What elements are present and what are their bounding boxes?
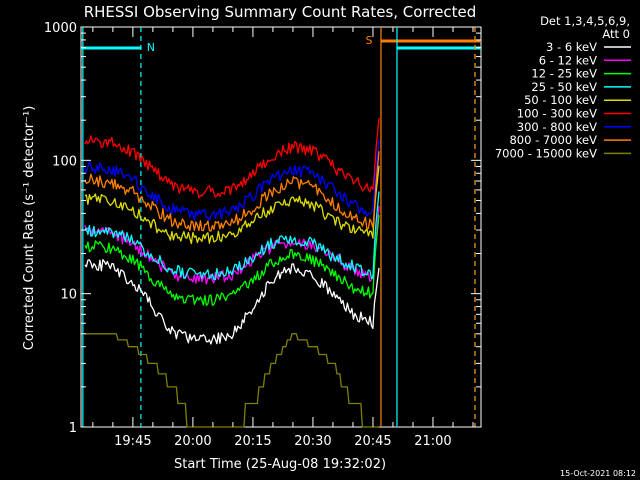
legend-entry-label: 6 - 12 keV [539, 53, 597, 67]
legend-entry-label: 50 - 100 keV [524, 93, 597, 107]
y-tick-label: 1000 [44, 21, 77, 36]
series-line-25-50-kev [84, 191, 380, 281]
series-lines [84, 117, 380, 428]
legend-entry-label: 100 - 300 keV [517, 107, 597, 121]
y-axis-label: Corrected Count Rate (s⁻¹ detector⁻¹) [22, 106, 37, 351]
footer-timestamp: 15-Oct-2021 08:12 [560, 469, 636, 478]
x-tick-label: 20:15 [234, 434, 271, 449]
y-tick-label: 10 [60, 288, 77, 303]
series-line-3-6-kev [84, 259, 380, 345]
plot-area-border [80, 26, 482, 428]
flag-label: S [365, 34, 372, 47]
vertical-markers [82, 27, 476, 427]
legend-entry-label: 12 - 25 keV [531, 67, 597, 81]
x-tick-label: 21:00 [414, 434, 451, 449]
chart-title: RHESSI Observing Summary Count Rates, Co… [84, 3, 477, 21]
y-tick-label: 100 [52, 154, 77, 169]
x-tick-label: 19:45 [114, 434, 151, 449]
legend-entry-label: 7000 - 15000 keV [495, 146, 597, 160]
y-tick-label: 1 [69, 421, 77, 436]
legend-entry-label: 800 - 7000 keV [509, 133, 597, 147]
flag-label: N [147, 41, 155, 54]
legend-entry-label: 3 - 6 keV [546, 40, 597, 54]
legend-header-line-2: Att 0 [602, 27, 630, 41]
y-axis-ticks: 1 10 100 1000 [44, 21, 481, 436]
x-axis-label: Start Time (25-Aug-08 19:32:02) [174, 457, 386, 472]
series-line-12-25-kev [84, 214, 380, 307]
series-line-100-300-kev [84, 117, 380, 199]
x-tick-label: 20:45 [354, 434, 391, 449]
x-tick-label: 20:00 [174, 434, 211, 449]
legend-entry-label: 25 - 50 keV [531, 80, 597, 94]
legend-entry-label: 300 - 800 keV [517, 120, 597, 134]
series-line-300-800-kev [84, 139, 380, 222]
series-line-50-100-kev [84, 165, 380, 245]
flag-bars: NS [81, 34, 481, 54]
legend-header-line-1: Det 1,3,4,5,6,9, [540, 14, 630, 28]
x-axis-ticks: 19:45 20:00 20:15 20:30 20:45 21:00 [92, 27, 474, 449]
plot-frame [80, 26, 482, 428]
series-line-7000-15000-kev [84, 333, 379, 428]
x-tick-label: 20:30 [294, 434, 331, 449]
series-line-800-7000-kev [84, 151, 380, 232]
